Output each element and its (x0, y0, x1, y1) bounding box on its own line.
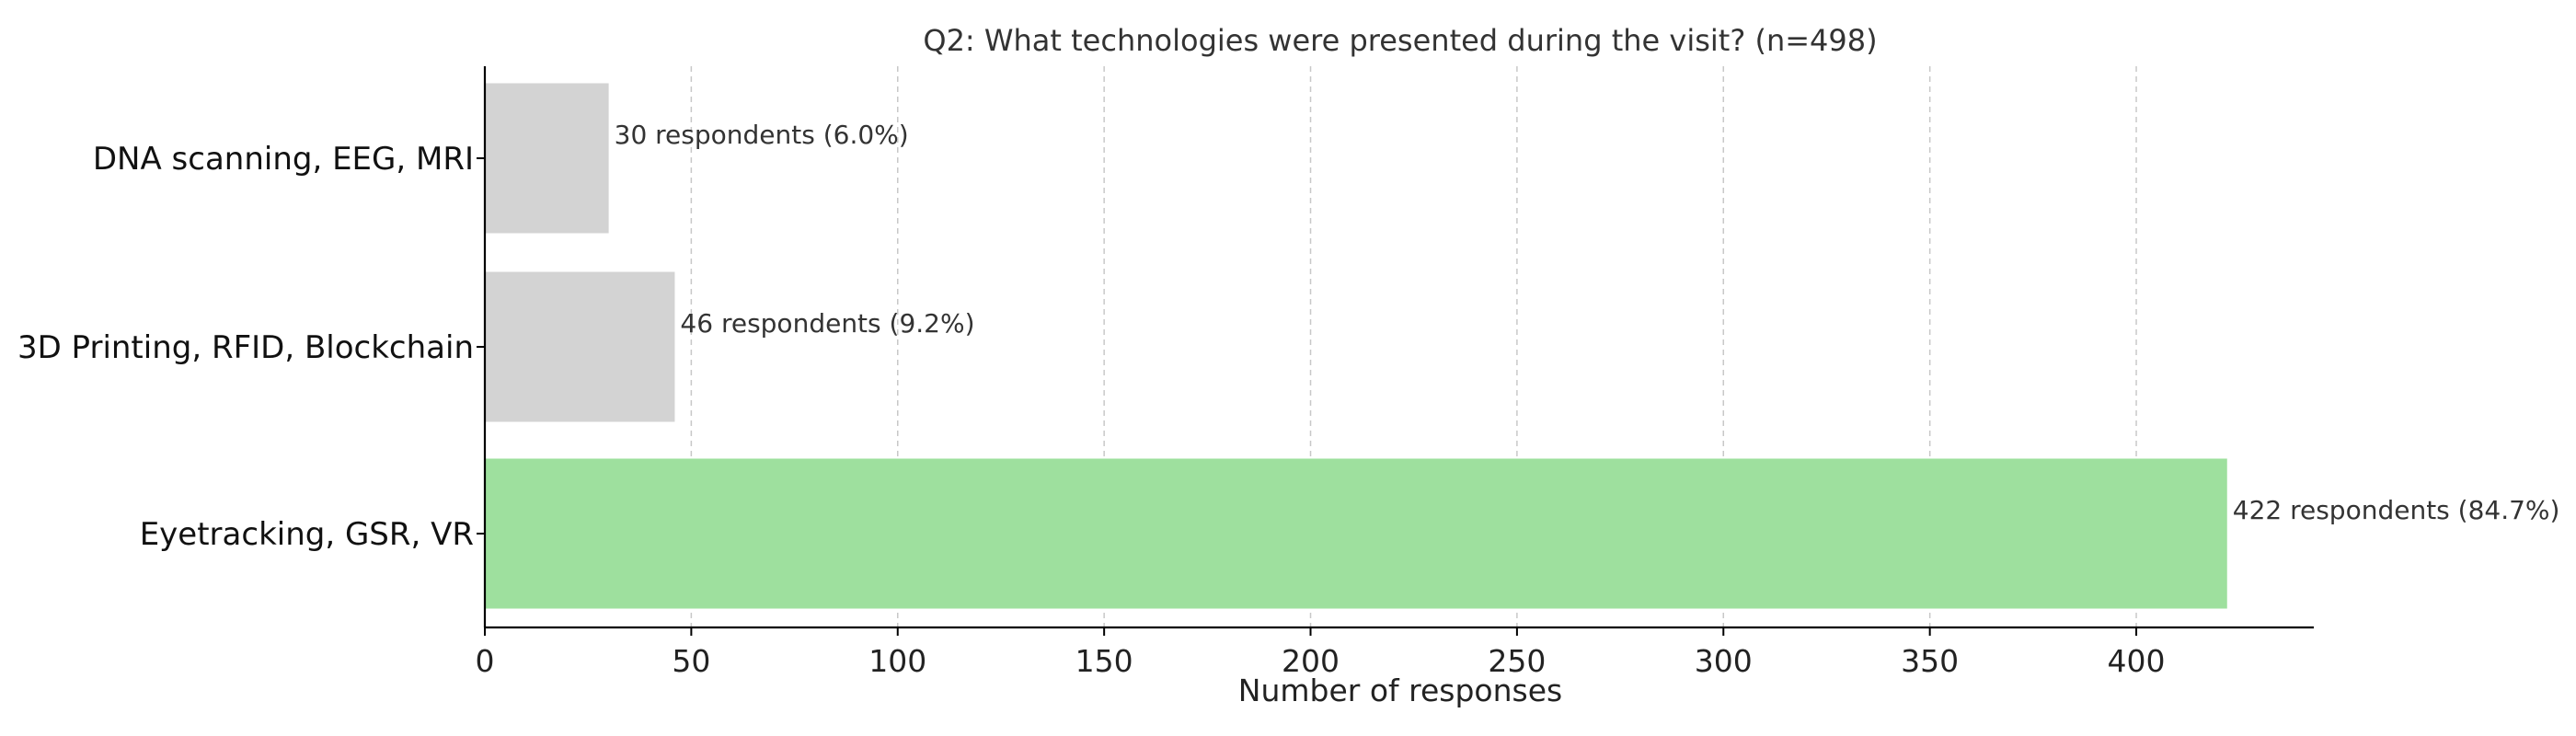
x-axis-label: Number of responses (1238, 673, 1562, 708)
x-tick-label-0: 0 (476, 643, 495, 679)
data-label-1: 30 respondents (6.0%) (615, 120, 909, 150)
x-tick-label-400: 400 (2108, 643, 2166, 679)
bar-2 (485, 271, 675, 422)
bar-3 (485, 458, 2227, 609)
x-tick-label-200: 200 (1282, 643, 1340, 679)
axes: 0 50 100 150 200 250 300 350 400 (476, 66, 2314, 679)
x-tick-label-250: 250 (1488, 643, 1546, 679)
x-tick-label-50: 50 (672, 643, 710, 679)
category-label-3: Eyetracking, GSR, VR (140, 516, 474, 553)
chart-title: Q2: What technologies were presented dur… (923, 23, 1877, 58)
x-tick-label-100: 100 (868, 643, 926, 679)
bars (485, 83, 2227, 609)
data-label-2: 46 respondents (9.2%) (680, 308, 974, 339)
category-label-2: 3D Printing, RFID, Blockchain (17, 329, 474, 366)
bar-1 (485, 83, 609, 234)
data-label-3: 422 respondents (84.7%) (2233, 495, 2560, 525)
x-tick-label-150: 150 (1075, 643, 1133, 679)
x-tick-label-350: 350 (1901, 643, 1959, 679)
category-label-1: DNA scanning, EEG, MRI (93, 141, 474, 178)
x-tick-label-300: 300 (1695, 643, 1753, 679)
labels: DNA scanning, EEG, MRI 30 respondents (6.… (17, 120, 2560, 553)
